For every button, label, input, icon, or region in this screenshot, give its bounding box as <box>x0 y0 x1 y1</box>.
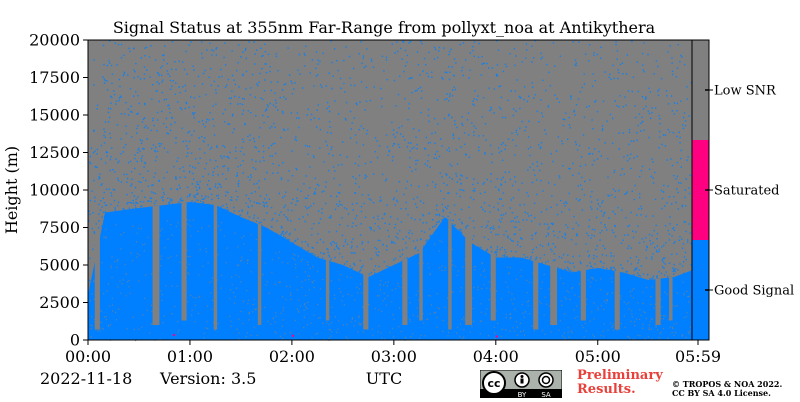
low-snr-gap <box>448 220 452 330</box>
svg-text:BY: BY <box>518 391 527 398</box>
low-snr-gap <box>213 204 218 330</box>
x-tick-label: 00:00 <box>65 347 111 366</box>
low-snr-gap <box>490 254 496 321</box>
low-snr-gap <box>257 224 262 325</box>
low-snr-gap <box>465 237 472 325</box>
chart-title: Signal Status at 355nm Far-Range from po… <box>113 18 656 37</box>
low-snr-gap <box>181 202 187 321</box>
low-snr-gap <box>655 278 661 325</box>
x-axis: 00:00 01:00 02:00 03:00 04:00 05:00 05:59 <box>65 340 721 366</box>
y-axis-label: Height (m) <box>2 146 21 234</box>
x-tick-label: 04:00 <box>473 347 519 366</box>
saturated-pixel <box>495 335 498 338</box>
good-signal-region <box>88 202 698 340</box>
y-tick-label: 10000 <box>29 181 80 200</box>
cc-license-badge: cc BY SA <box>479 369 563 399</box>
version-label: Version: 3.5 <box>160 369 257 388</box>
colorbar-segment <box>692 140 709 240</box>
colorbar-segment <box>692 240 709 340</box>
svg-text:cc: cc <box>487 377 500 390</box>
y-tick-label: 5000 <box>39 256 80 275</box>
x-axis-label: UTC <box>366 369 402 388</box>
low-snr-gap <box>614 271 620 330</box>
y-tick-label: 12500 <box>29 143 80 162</box>
x-tick-label: 03:00 <box>371 347 417 366</box>
y-tick-label: 20000 <box>29 31 80 50</box>
copyright-note: © TROPOS & NOA 2022. CC BY SA 4.0 Licens… <box>672 379 783 398</box>
x-tick-label: 01:00 <box>167 347 213 366</box>
colorbar-label: Low SNR <box>714 84 777 99</box>
colorbar-segment <box>692 40 709 140</box>
plot-area <box>87 39 700 342</box>
speckle-layer <box>88 40 700 342</box>
y-tick-label: 0 <box>70 331 80 350</box>
y-tick-label: 2500 <box>39 293 80 312</box>
low-snr-gap <box>402 258 408 325</box>
low-snr-gap <box>152 205 160 325</box>
cc-icon <box>482 371 506 395</box>
good-signal-speckle <box>88 40 700 285</box>
low-snr-gap <box>419 248 423 321</box>
colorbar-label: Good Signal <box>714 284 794 299</box>
good-signal-area <box>88 202 698 340</box>
date-label: 2022-11-18 <box>40 369 133 388</box>
x-tick-label: 02:00 <box>269 347 315 366</box>
y-axis: 0 2500 5000 7500 10000 12500 15000 17500 20000 <box>29 31 88 350</box>
saturated-pixel <box>291 334 294 337</box>
low-snr-gap <box>533 261 539 330</box>
colorbar-frame <box>691 39 710 341</box>
low-snr-gap <box>550 266 557 325</box>
y-tick-label: 17500 <box>29 68 80 87</box>
y-tick-label: 7500 <box>39 218 80 237</box>
low-snr-gap <box>580 270 586 321</box>
x-tick-label: 05:59 <box>675 347 721 366</box>
low-snr-gaps <box>94 202 673 338</box>
sa-icon <box>538 372 554 388</box>
preliminary-results-note: Preliminary Results. <box>577 368 663 397</box>
colorbar: Low SNR Saturated Good Signal <box>691 39 794 341</box>
low-snr-gap <box>363 274 369 330</box>
svg-text:SA: SA <box>541 391 551 398</box>
x-tick-label: 05:00 <box>575 347 621 366</box>
low-snr-gap <box>669 277 673 321</box>
low-snr-gap <box>94 237 100 330</box>
saturated-pixel <box>172 334 175 336</box>
low-snr-gap <box>325 260 330 321</box>
y-tick-label: 15000 <box>29 106 80 125</box>
colorbar-label: Saturated <box>714 184 779 199</box>
